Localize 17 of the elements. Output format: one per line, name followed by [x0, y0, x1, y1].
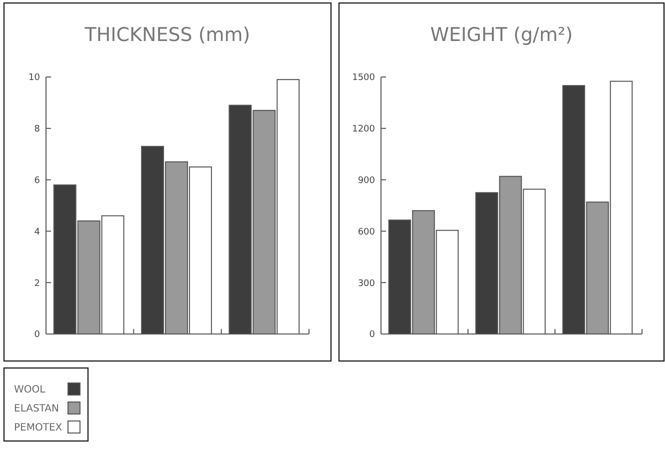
y-tick-label: 4: [34, 227, 40, 238]
y-tick-label: 1200: [352, 124, 376, 135]
y-tick-label: 0: [369, 330, 376, 340]
y-tick-label: 900: [358, 176, 376, 186]
y-tick-label: 600: [358, 227, 376, 238]
y-tick-label: 10: [28, 73, 40, 84]
y-tick-label: 6: [34, 176, 40, 186]
y-tick-label: 8: [34, 124, 40, 135]
y-tick-label: 0: [34, 330, 40, 340]
y-tick-label: 2: [34, 278, 40, 289]
legend-label: ELASTAN: [14, 404, 59, 414]
y-tick-label: 300: [358, 278, 376, 289]
chart-title: THICKNESS (mm): [84, 24, 250, 46]
legend-label: WOOL: [14, 384, 46, 396]
chart-title: WEIGHT (g/m²): [430, 24, 573, 46]
y-tick-label: 1500: [352, 73, 376, 84]
legend-label: PEMOTEX: [14, 422, 62, 434]
